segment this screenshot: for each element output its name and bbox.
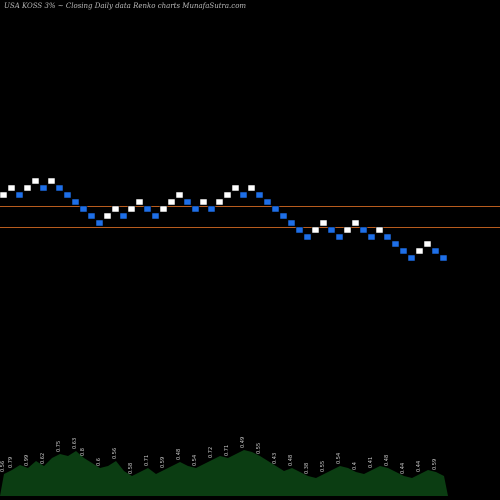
down-brick-48 bbox=[383, 233, 392, 241]
down-brick-12 bbox=[95, 219, 104, 227]
up-brick-43 bbox=[343, 226, 352, 234]
site-credit: charts MunafaSutra.com bbox=[157, 2, 247, 10]
up-brick-6 bbox=[47, 177, 56, 185]
volume-label-21: 0.55 bbox=[320, 461, 326, 472]
volume-label-3: 0.62 bbox=[40, 453, 46, 464]
down-brick-19 bbox=[151, 212, 160, 220]
down-brick-11 bbox=[87, 212, 96, 220]
down-brick-36 bbox=[287, 219, 296, 227]
up-brick-0 bbox=[0, 191, 8, 199]
volume-label-20: 0.38 bbox=[304, 463, 310, 474]
down-brick-9 bbox=[71, 198, 80, 206]
volume-label-9: 0.58 bbox=[128, 463, 134, 474]
down-brick-51 bbox=[407, 254, 416, 262]
up-brick-13 bbox=[103, 212, 112, 220]
down-brick-2 bbox=[15, 191, 24, 199]
down-brick-35 bbox=[279, 212, 288, 220]
volume-label-8: 0.56 bbox=[112, 448, 118, 459]
up-brick-17 bbox=[135, 198, 144, 206]
volume-label-12: 0.48 bbox=[176, 449, 182, 460]
down-brick-30 bbox=[239, 191, 248, 199]
down-brick-10 bbox=[79, 205, 88, 213]
down-brick-49 bbox=[391, 240, 400, 248]
up-brick-47 bbox=[375, 226, 384, 234]
volume-label-7: 0.6 bbox=[96, 458, 102, 466]
down-brick-8 bbox=[63, 191, 72, 199]
down-brick-54 bbox=[431, 247, 440, 255]
level-lines bbox=[0, 206, 500, 228]
chart-kind-label: Renko bbox=[133, 2, 156, 10]
up-brick-4 bbox=[31, 177, 40, 185]
volume-label-4: 0.75 bbox=[56, 441, 62, 452]
up-brick-1 bbox=[7, 184, 16, 192]
up-brick-22 bbox=[175, 191, 184, 199]
down-brick-32 bbox=[255, 191, 264, 199]
data-description: Closing Daily data bbox=[65, 2, 131, 10]
volume-label-6: 0.8 bbox=[80, 448, 86, 456]
up-brick-40 bbox=[319, 219, 328, 227]
chart-header: USA KOSS 3% ~ Closing Daily data Renko c… bbox=[4, 2, 246, 10]
up-brick-39 bbox=[311, 226, 320, 234]
volume-label-15: 0.71 bbox=[224, 445, 230, 456]
up-brick-3 bbox=[23, 184, 32, 192]
volume-label-10: 0.71 bbox=[144, 455, 150, 466]
volume-label-25: 0.48 bbox=[384, 455, 390, 466]
up-brick-27 bbox=[215, 198, 224, 206]
renko-bricks bbox=[0, 177, 448, 262]
up-brick-28 bbox=[223, 191, 232, 199]
ticker-label: USA KOSS bbox=[4, 2, 43, 10]
up-brick-44 bbox=[351, 219, 360, 227]
up-brick-20 bbox=[159, 205, 168, 213]
down-brick-34 bbox=[271, 205, 280, 213]
up-brick-53 bbox=[423, 240, 432, 248]
down-brick-37 bbox=[295, 226, 304, 234]
volume-label-1: 0.79 bbox=[8, 457, 14, 468]
volume-label-23: 0.4 bbox=[352, 462, 358, 470]
down-brick-33 bbox=[263, 198, 272, 206]
volume-label-5: 0.63 bbox=[72, 438, 78, 449]
down-brick-26 bbox=[207, 205, 216, 213]
volume-label-22: 0.54 bbox=[336, 453, 342, 464]
down-brick-18 bbox=[143, 205, 152, 213]
down-brick-7 bbox=[55, 184, 64, 192]
up-brick-31 bbox=[247, 184, 256, 192]
volume-label-2: 0.99 bbox=[24, 455, 30, 466]
volume-area bbox=[0, 450, 448, 496]
volume-label-19: 0.48 bbox=[288, 455, 294, 466]
volume-label-24: 0.41 bbox=[368, 457, 374, 468]
volume-label-17: 0.55 bbox=[256, 443, 262, 454]
down-brick-45 bbox=[359, 226, 368, 234]
change-label: 3% ~ bbox=[44, 2, 64, 10]
volume-label-16: 0.49 bbox=[240, 437, 246, 448]
down-brick-5 bbox=[39, 184, 48, 192]
volume-label-18: 0.43 bbox=[272, 453, 278, 464]
down-brick-42 bbox=[335, 233, 344, 241]
up-brick-52 bbox=[415, 247, 424, 255]
up-brick-14 bbox=[111, 205, 120, 213]
volume-label-11: 0.59 bbox=[160, 457, 166, 468]
volume-label-28: 0.59 bbox=[432, 459, 438, 470]
volume-labels: 0.56 0.79 0.99 0.620.75 0.630.80.60.560.580.… bbox=[0, 437, 438, 474]
down-brick-46 bbox=[367, 233, 376, 241]
up-brick-25 bbox=[199, 198, 208, 206]
down-brick-55 bbox=[439, 254, 448, 262]
down-brick-24 bbox=[191, 205, 200, 213]
up-brick-21 bbox=[167, 198, 176, 206]
down-brick-15 bbox=[119, 212, 128, 220]
up-brick-16 bbox=[127, 205, 136, 213]
volume-path bbox=[0, 450, 448, 496]
volume-label-0: 0.56 bbox=[0, 461, 6, 472]
volume-label-26: 0.44 bbox=[400, 463, 406, 474]
down-brick-23 bbox=[183, 198, 192, 206]
down-brick-50 bbox=[399, 247, 408, 255]
volume-label-14: 0.72 bbox=[208, 447, 214, 458]
down-brick-41 bbox=[327, 226, 336, 234]
down-brick-38 bbox=[303, 233, 312, 241]
up-brick-29 bbox=[231, 184, 240, 192]
volume-label-27: 0.44 bbox=[416, 461, 422, 472]
volume-label-13: 0.54 bbox=[192, 455, 198, 466]
